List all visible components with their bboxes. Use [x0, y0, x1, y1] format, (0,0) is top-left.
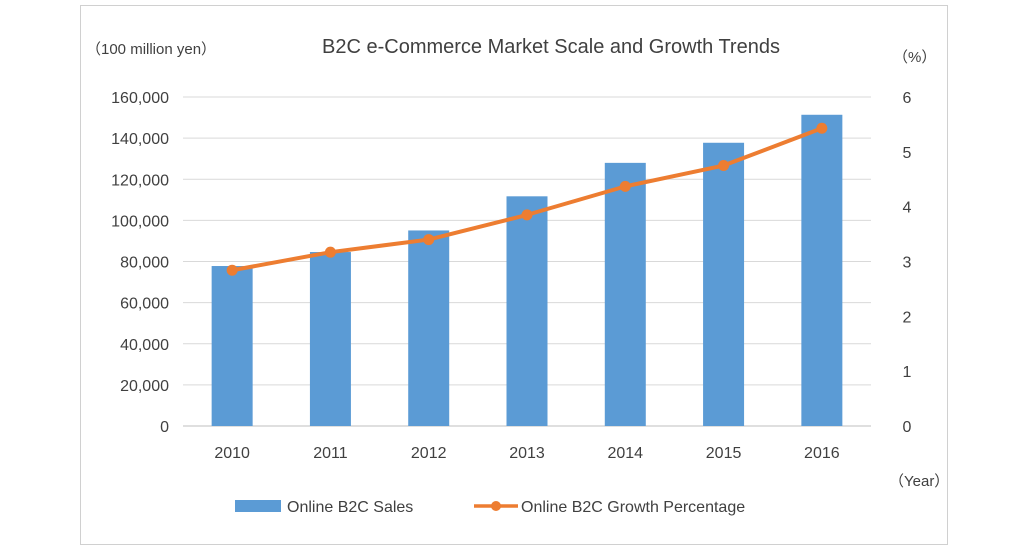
growth-point	[226, 264, 238, 276]
y-left-tick-label: 60,000	[120, 296, 169, 313]
y-left-tick-label: 40,000	[120, 337, 169, 354]
y-right-axis-label: （%）	[893, 49, 936, 66]
legend-swatch-sales	[235, 500, 281, 512]
y-right-tick-label: 5	[903, 145, 912, 162]
x-tick-label: 2016	[804, 445, 840, 462]
y-left-tick-label: 160,000	[111, 90, 169, 107]
growth-point	[423, 234, 435, 246]
chart-svg: B2C e-Commerce Market Scale and Growth T…	[86, 36, 949, 516]
bar-series	[211, 114, 843, 427]
y-right-tick-label: 1	[903, 364, 912, 381]
growth-point	[816, 122, 828, 134]
line-series	[226, 122, 828, 276]
y-left-tick-label: 0	[160, 419, 169, 436]
x-tick-label: 2013	[509, 445, 545, 462]
x-tick-label: 2010	[214, 445, 250, 462]
x-tick-label: 2014	[607, 445, 643, 462]
bar	[604, 162, 646, 426]
y-left-tick-label: 20,000	[120, 378, 169, 395]
chart-title: B2C e-Commerce Market Scale and Growth T…	[322, 36, 780, 58]
bar	[801, 114, 843, 426]
growth-point	[619, 180, 631, 192]
axis-ticks: 0 20,000 40,000 60,000 80,000 100,000 120,000 1…	[111, 90, 911, 462]
bar	[211, 266, 253, 426]
bar	[408, 230, 450, 426]
y-left-tick-label: 120,000	[111, 172, 169, 189]
bar	[703, 142, 745, 427]
y-right-tick-label: 2	[903, 309, 912, 326]
y-right-tick-label: 6	[903, 90, 912, 107]
legend-label-sales: Online B2C Sales	[287, 499, 413, 516]
bar	[506, 196, 548, 426]
legend: Online B2C Sales Online B2C Growth Perce…	[235, 499, 745, 516]
y-right-tick-label: 0	[903, 419, 912, 436]
x-axis-label: （Year）	[889, 473, 949, 490]
x-tick-label: 2011	[313, 445, 348, 462]
y-left-tick-label: 140,000	[111, 131, 169, 148]
y-left-axis-label: （100 million yen）	[86, 41, 216, 58]
legend-swatch-growth-marker	[491, 501, 501, 511]
growth-point	[521, 209, 533, 221]
y-left-tick-label: 100,000	[111, 213, 169, 230]
y-left-tick-label: 80,000	[120, 255, 169, 272]
y-right-tick-label: 4	[903, 200, 912, 217]
legend-label-growth: Online B2C Growth Percentage	[521, 499, 745, 516]
growth-point	[718, 160, 730, 172]
y-right-tick-label: 3	[903, 255, 912, 272]
x-tick-label: 2012	[411, 445, 447, 462]
x-tick-label: 2015	[706, 445, 742, 462]
chart-frame: B2C e-Commerce Market Scale and Growth T…	[80, 5, 949, 545]
bar	[309, 252, 351, 426]
growth-point	[324, 246, 336, 258]
